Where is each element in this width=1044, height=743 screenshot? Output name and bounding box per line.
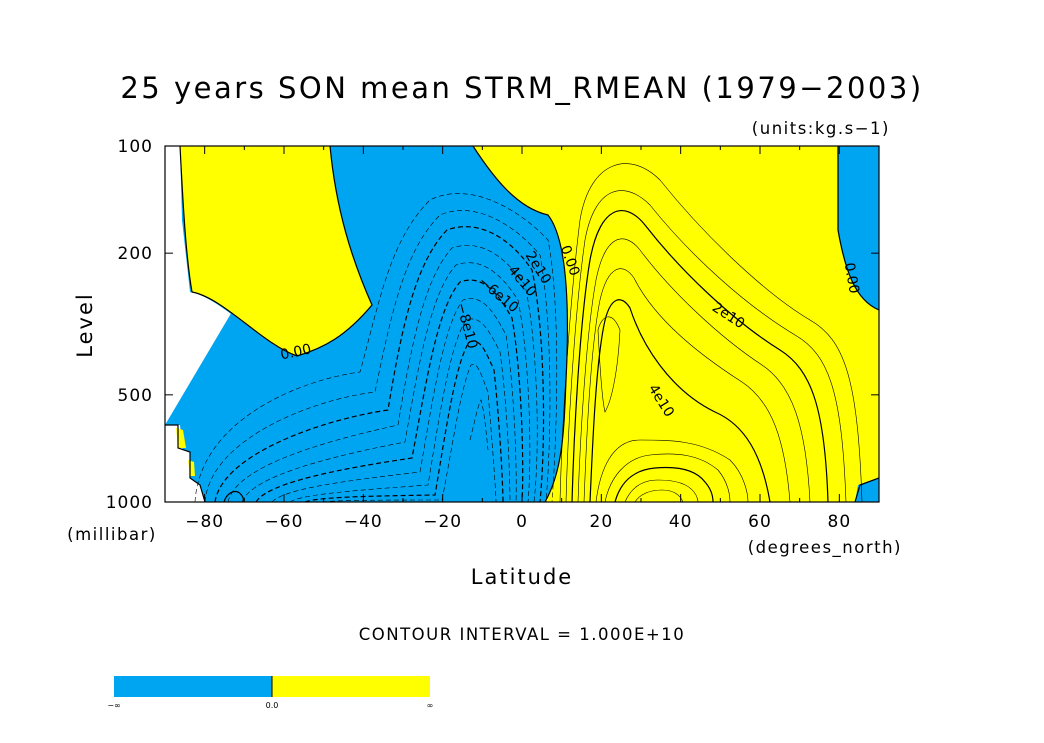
y-tick-label: 500 (118, 386, 153, 406)
colorbar-label-max: ∞ (427, 701, 434, 710)
x-tick-label: 0 (516, 512, 528, 532)
x-tick-label: 80 (828, 512, 852, 532)
negative-polar-region (838, 146, 879, 310)
y-unit-label: (millibar) (67, 525, 157, 544)
x-tick-label: −20 (423, 512, 462, 532)
missing-data-patch (165, 425, 205, 502)
negative-contours (194, 193, 558, 502)
y-axis: 100 200 500 1000 (106, 137, 879, 513)
colorbar-positive (272, 676, 430, 697)
contour-interval-note: CONTOUR INTERVAL = 1.000E+10 (359, 625, 686, 644)
x-tick-label: 20 (590, 512, 614, 532)
x-tick-label: −40 (344, 512, 383, 532)
positive-region (473, 146, 879, 502)
x-tick-label: 40 (669, 512, 693, 532)
colorbar: −∞ 0.0 ∞ (107, 676, 433, 710)
y-tick-label: 100 (118, 137, 153, 157)
colorbar-label-zero: 0.0 (266, 701, 279, 710)
units-label: (units:kg.s−1) (752, 119, 890, 138)
chart-title: 25 years SON mean STRM_RMEAN (1979−2003) (120, 71, 923, 105)
x-axis: −80 −60 −40 −20 0 20 40 60 80 (164, 146, 880, 532)
y-tick-label: 1000 (106, 493, 153, 513)
colorbar-label-min: −∞ (107, 701, 120, 710)
x-tick-label: −60 (265, 512, 304, 532)
x-axis-label: Latitude (471, 565, 573, 589)
positive-polar-region (180, 146, 372, 356)
x-tick-label: 60 (748, 512, 772, 532)
contour-label: 0.00 (279, 341, 313, 363)
x-tick-label: −80 (185, 512, 224, 532)
x-unit-label: (degrees_north) (748, 538, 902, 558)
y-axis-label: Level (73, 292, 97, 357)
colorbar-negative (114, 676, 272, 697)
positive-contours (223, 163, 863, 502)
contour-label: 0.00 (841, 261, 862, 294)
y-tick-label: 200 (118, 244, 153, 264)
